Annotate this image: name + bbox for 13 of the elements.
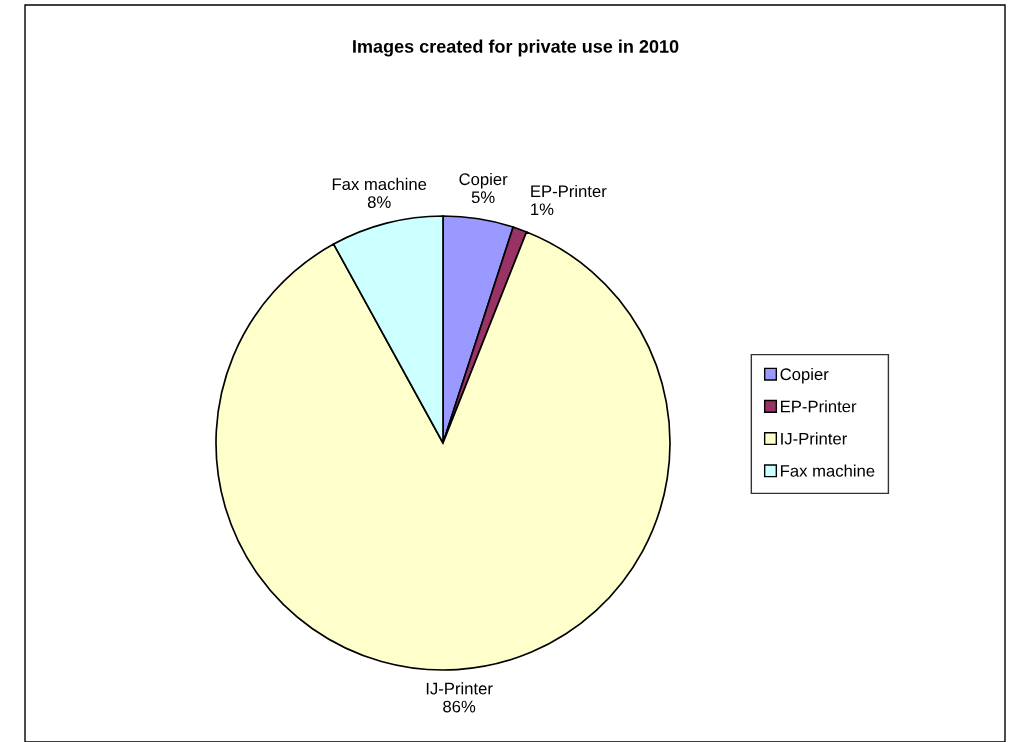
legend-label: Copier [780,367,829,384]
slice-label: Fax machine [332,177,427,191]
legend-label: EP-Printer [781,400,857,413]
legend-label: IJ-Printer [781,432,847,445]
legend-label: Fax machine [781,464,875,477]
slice-label: Copier [459,172,508,189]
slice-label: IJ-Printer [426,682,493,695]
data-label: 8% [367,196,391,208]
data-label: 1% [531,203,554,216]
chart-title: Images created for private use in 2010 [353,39,679,57]
slice-label: EP-Printer [531,184,607,198]
data-label: 5% [471,191,495,204]
data-label: 86% [443,700,476,713]
